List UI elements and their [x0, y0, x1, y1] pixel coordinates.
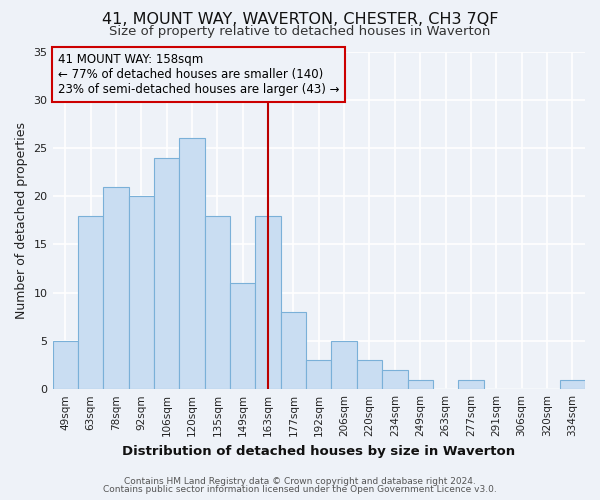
Bar	[306, 360, 331, 389]
Bar	[357, 360, 382, 389]
X-axis label: Distribution of detached houses by size in Waverton: Distribution of detached houses by size …	[122, 444, 515, 458]
Bar	[256, 216, 281, 389]
Y-axis label: Number of detached properties: Number of detached properties	[15, 122, 28, 319]
Text: Contains HM Land Registry data © Crown copyright and database right 2024.: Contains HM Land Registry data © Crown c…	[124, 477, 476, 486]
Bar	[281, 312, 306, 389]
Bar	[103, 186, 128, 389]
Bar	[53, 341, 78, 389]
Bar	[128, 196, 154, 389]
Bar	[179, 138, 205, 389]
Bar	[230, 283, 256, 389]
Bar	[154, 158, 179, 389]
Bar	[458, 380, 484, 389]
Bar	[205, 216, 230, 389]
Text: Contains public sector information licensed under the Open Government Licence v3: Contains public sector information licen…	[103, 485, 497, 494]
Bar	[382, 370, 407, 389]
Bar	[560, 380, 585, 389]
Text: 41, MOUNT WAY, WAVERTON, CHESTER, CH3 7QF: 41, MOUNT WAY, WAVERTON, CHESTER, CH3 7Q…	[102, 12, 498, 28]
Text: 41 MOUNT WAY: 158sqm
← 77% of detached houses are smaller (140)
23% of semi-deta: 41 MOUNT WAY: 158sqm ← 77% of detached h…	[58, 53, 340, 96]
Bar	[78, 216, 103, 389]
Bar	[331, 341, 357, 389]
Text: Size of property relative to detached houses in Waverton: Size of property relative to detached ho…	[109, 25, 491, 38]
Bar	[407, 380, 433, 389]
